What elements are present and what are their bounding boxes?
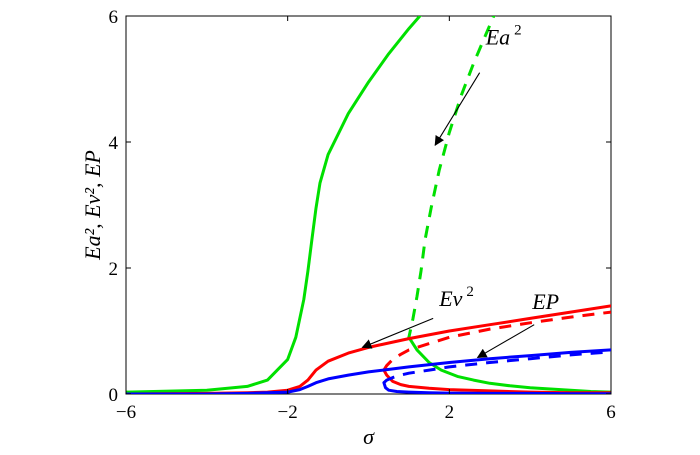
annotation-layer: Ea 2 Ev 2 EP — [361, 22, 559, 358]
series-line-1 — [126, 16, 422, 394]
x-tick-label: 2 — [445, 402, 455, 423]
plot-frame — [125, 15, 612, 395]
annotation-arrow — [476, 324, 535, 358]
series-line-8 — [382, 350, 611, 384]
y-tick-label: 6 — [109, 7, 119, 28]
x-tick-label: 6 — [606, 402, 616, 423]
series-layer — [126, 16, 611, 394]
y-axis-label: Ea², Ev², EP — [80, 150, 105, 261]
annotation-label: EP — [531, 289, 559, 314]
x-tick-label: −6 — [116, 402, 136, 423]
series-line-9 — [382, 381, 611, 394]
axes-box — [125, 15, 612, 395]
tick-layer: −6 −2 2 6 0 2 4 6 — [109, 7, 616, 423]
x-tick-label: −2 — [278, 402, 298, 423]
series-line-4 — [126, 304, 611, 394]
y-tick-label: 2 — [109, 259, 119, 280]
series-line-3 — [407, 335, 611, 394]
y-tick-label: 0 — [109, 385, 119, 406]
annotation-arrow — [361, 317, 434, 349]
annotation-label: Ea 2 — [485, 22, 522, 49]
annotation-label: Ev 2 — [438, 284, 474, 311]
series-line-7 — [126, 348, 611, 394]
annotation-arrow — [434, 72, 481, 146]
x-axis-label: σ — [363, 424, 375, 449]
series-line-5 — [382, 310, 611, 371]
series-line-2 — [407, 16, 496, 338]
y-tick-label: 4 — [109, 133, 119, 154]
